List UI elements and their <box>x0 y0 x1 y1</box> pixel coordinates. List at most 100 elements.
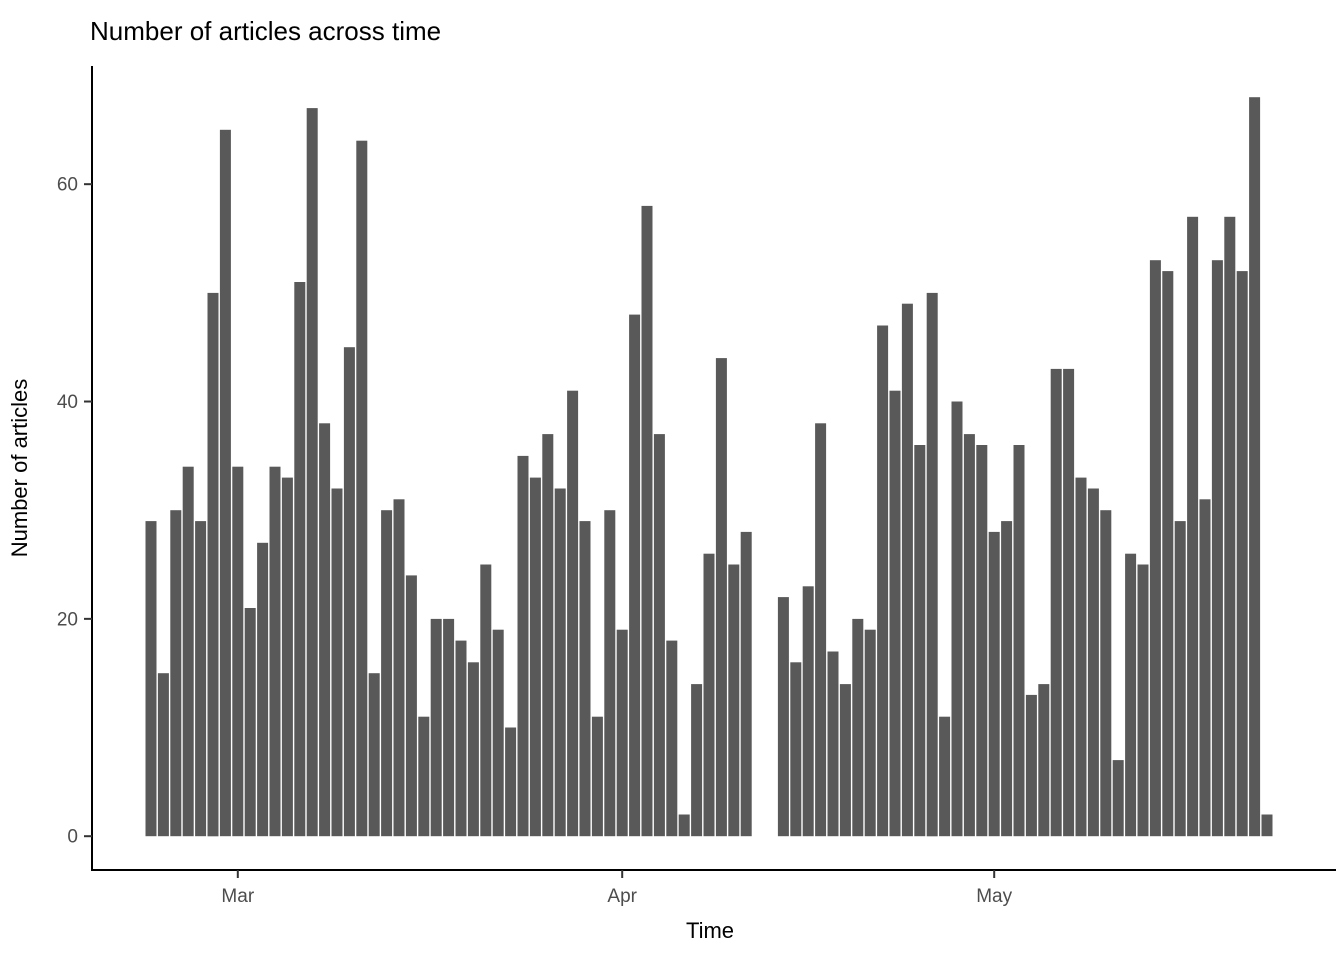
bar <box>691 684 703 837</box>
bar <box>492 629 504 837</box>
bar <box>1162 271 1174 837</box>
bar <box>207 292 219 837</box>
x-tick-label: Mar <box>221 886 254 907</box>
bar <box>455 640 467 837</box>
bar <box>529 477 541 837</box>
x-axis-title: Time <box>686 918 734 943</box>
bar <box>219 129 231 837</box>
bar <box>864 629 876 837</box>
bar <box>381 510 393 837</box>
bar <box>157 673 169 837</box>
bar <box>666 640 678 837</box>
bar <box>430 618 442 837</box>
bar <box>1236 271 1248 837</box>
bar <box>1100 510 1112 837</box>
bar <box>790 662 802 837</box>
bar <box>939 716 951 837</box>
bar <box>728 564 740 837</box>
bar <box>1174 521 1186 837</box>
y-axis-title: Number of articles <box>7 379 32 558</box>
bar <box>393 499 405 837</box>
chart-title: Number of articles across time <box>90 16 441 46</box>
bar <box>877 325 889 837</box>
bar <box>629 314 641 837</box>
x-tick-label: May <box>976 886 1012 907</box>
bar <box>1075 477 1087 837</box>
bar <box>591 716 603 837</box>
bar <box>170 510 182 837</box>
bar <box>1001 521 1013 837</box>
bar <box>405 575 417 837</box>
bar <box>802 586 814 837</box>
bar <box>827 651 839 837</box>
bar <box>1249 97 1261 837</box>
bar <box>579 521 591 837</box>
bar <box>294 282 306 837</box>
bar <box>554 488 566 837</box>
bar <box>467 662 479 837</box>
bar <box>244 608 256 837</box>
bar <box>418 716 430 837</box>
bar <box>1137 564 1149 837</box>
bar <box>306 108 318 837</box>
bar <box>319 423 331 837</box>
bar <box>641 205 653 837</box>
bar <box>1025 694 1037 837</box>
bar <box>1211 260 1223 837</box>
bar <box>951 401 963 837</box>
bar <box>1063 368 1075 837</box>
bar <box>257 542 269 837</box>
bar <box>331 488 343 837</box>
bar <box>926 292 938 837</box>
bar <box>963 434 975 837</box>
bar <box>517 455 529 837</box>
axes-group: 0 20 40 60 Mar Apr May <box>57 66 1336 907</box>
bar <box>343 347 355 837</box>
bar <box>914 445 926 837</box>
bar <box>443 618 455 837</box>
bar <box>1224 216 1236 837</box>
bar <box>356 140 368 837</box>
y-tick-label: 40 <box>57 392 78 413</box>
bar <box>1149 260 1161 837</box>
bar <box>616 629 628 837</box>
bar <box>604 510 616 837</box>
bar <box>232 466 244 837</box>
bar <box>368 673 380 837</box>
bar <box>1087 488 1099 837</box>
bar <box>901 303 913 837</box>
bar <box>976 445 988 837</box>
bar <box>1050 368 1062 837</box>
bar <box>777 597 789 837</box>
bar <box>567 390 579 837</box>
bar <box>703 553 715 837</box>
bar <box>839 684 851 837</box>
bar <box>505 727 517 837</box>
bar <box>988 531 1000 837</box>
bar <box>852 618 864 837</box>
x-tick-label: Apr <box>607 886 637 907</box>
bar <box>195 521 207 837</box>
bar <box>182 466 194 837</box>
bar <box>1013 445 1025 837</box>
bar <box>480 564 492 837</box>
bar <box>1125 553 1137 837</box>
bar <box>1187 216 1199 837</box>
bar <box>269 466 281 837</box>
bar <box>653 434 665 837</box>
bar <box>1038 684 1050 837</box>
bar <box>889 390 901 837</box>
bar <box>815 423 827 837</box>
bar <box>281 477 293 837</box>
bar <box>1261 814 1273 837</box>
bar <box>740 531 752 837</box>
bar <box>1112 760 1124 837</box>
bar <box>1199 499 1211 837</box>
bar <box>715 358 727 837</box>
y-tick-label: 60 <box>57 175 78 196</box>
bar <box>542 434 554 837</box>
bars-group <box>145 97 1273 837</box>
y-tick-label: 0 <box>67 827 78 848</box>
